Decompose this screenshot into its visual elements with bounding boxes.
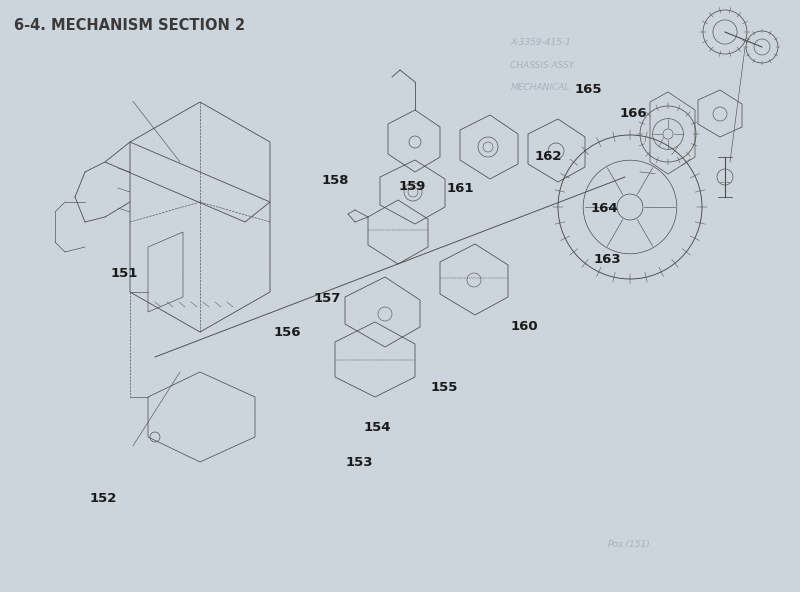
Text: 159: 159 — [398, 180, 426, 193]
Text: 155: 155 — [430, 381, 458, 394]
Text: 165: 165 — [574, 83, 602, 96]
Text: 161: 161 — [446, 182, 474, 195]
Text: 160: 160 — [510, 320, 538, 333]
Text: X-3359-415-1: X-3359-415-1 — [510, 38, 571, 47]
Text: MECHANICAL: MECHANICAL — [510, 83, 570, 92]
Text: 151: 151 — [110, 267, 138, 280]
Text: 166: 166 — [620, 107, 648, 120]
Text: 163: 163 — [594, 253, 622, 266]
Text: 6-4. MECHANISM SECTION 2: 6-4. MECHANISM SECTION 2 — [14, 18, 245, 33]
Text: 157: 157 — [314, 292, 341, 305]
Text: 152: 152 — [90, 492, 117, 505]
Text: 154: 154 — [364, 421, 391, 434]
Text: 162: 162 — [534, 150, 562, 163]
Text: CHASSIS ASSY.: CHASSIS ASSY. — [510, 61, 577, 70]
Text: 158: 158 — [322, 174, 349, 187]
Text: Pos.(151): Pos.(151) — [608, 540, 650, 549]
Text: 164: 164 — [590, 202, 618, 215]
Text: 153: 153 — [346, 456, 373, 469]
Text: 156: 156 — [274, 326, 301, 339]
